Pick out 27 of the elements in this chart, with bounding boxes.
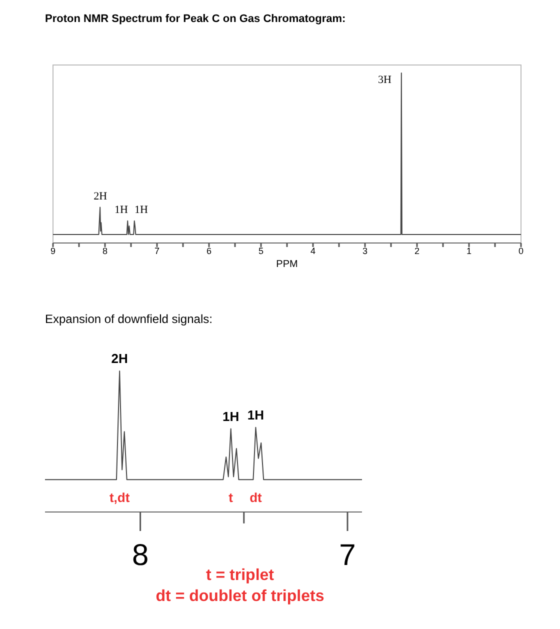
x-tick-label: 0: [518, 246, 524, 256]
annotation: 1H: [222, 408, 240, 424]
x-tick-label: 9: [50, 246, 56, 256]
x-tick-label: 8: [102, 246, 108, 256]
annotation: 1H: [247, 407, 264, 422]
x-tick-label: 1: [466, 246, 472, 256]
chart-title: Proton NMR Spectrum for Peak C on Gas Chromatogram:: [45, 13, 346, 25]
x-tick-label: 2: [414, 246, 420, 256]
chart-title: Expansion of downfield signals:: [45, 312, 212, 326]
text: dt = doublet of triplets: [156, 588, 324, 605]
annotation: 1H: [114, 204, 128, 216]
x-tick-label: 3: [362, 246, 368, 256]
x-tick-label: 7: [339, 539, 356, 572]
text: t = triplet: [206, 567, 275, 584]
x-tick-label: 6: [206, 246, 212, 256]
annotation: 2H: [111, 351, 128, 366]
annotation: dt: [250, 490, 263, 505]
x-tick-label: 7: [154, 246, 160, 256]
annotation: t,dt: [109, 490, 130, 505]
x-axis-title: PPM: [276, 259, 298, 270]
annotation: 1H: [134, 204, 148, 216]
annotation: 2H: [94, 190, 108, 202]
x-tick-label: 8: [132, 539, 149, 572]
x-tick-label: 5: [258, 246, 264, 256]
annotation: t: [228, 490, 234, 505]
x-tick-label: 4: [310, 246, 316, 256]
annotation: 3H: [378, 74, 392, 86]
